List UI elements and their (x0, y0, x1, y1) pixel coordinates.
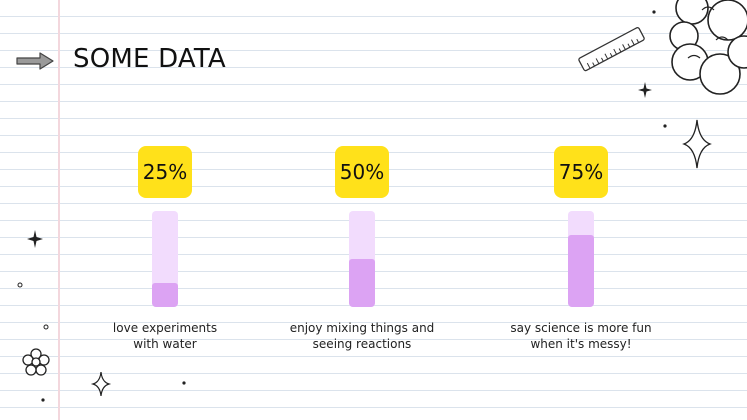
category-label-1: love experiments with water (80, 320, 250, 352)
dot-icon (663, 124, 667, 128)
dot-icon (41, 398, 45, 402)
category-label-1-line-1: love experiments (112, 321, 218, 335)
bar-1 (152, 283, 178, 307)
bar-track-2 (349, 211, 375, 307)
value-label-1: 25% (138, 146, 192, 198)
category-label-3-line-1: say science is more fun (510, 321, 652, 335)
bar-3 (568, 235, 594, 307)
category-label-3-line-2: when it's messy! (530, 337, 632, 351)
sparkle-outline-icon (682, 119, 712, 169)
page-title: SOME DATA (73, 44, 226, 74)
value-label-3: 75% (554, 146, 608, 198)
circle-icon (17, 282, 23, 288)
star-icon (27, 230, 43, 248)
sparkle-icon (638, 82, 652, 98)
ruler-icon (578, 27, 645, 72)
category-label-2: enjoy mixing things and seeing reactions (277, 320, 447, 352)
cloud-doodle-icon (669, 0, 747, 95)
bar-track-3 (568, 211, 594, 307)
category-label-2-line-2: seeing reactions (312, 337, 412, 351)
value-label-2: 50% (335, 146, 389, 198)
category-label-1-line-2: with water (133, 337, 197, 351)
bar-2 (349, 259, 375, 307)
category-label-2-line-1: enjoy mixing things and (289, 321, 435, 335)
dot-icon (652, 10, 656, 14)
flower-icon (22, 348, 50, 376)
category-label-3: say science is more fun when it's messy! (496, 320, 666, 352)
bar-track-1 (152, 211, 178, 307)
circle-icon (43, 324, 49, 330)
notebook-margin-line (58, 0, 60, 420)
dot-icon (182, 381, 186, 385)
arrow-icon (16, 52, 54, 70)
sparkle-outline-icon (90, 371, 112, 397)
